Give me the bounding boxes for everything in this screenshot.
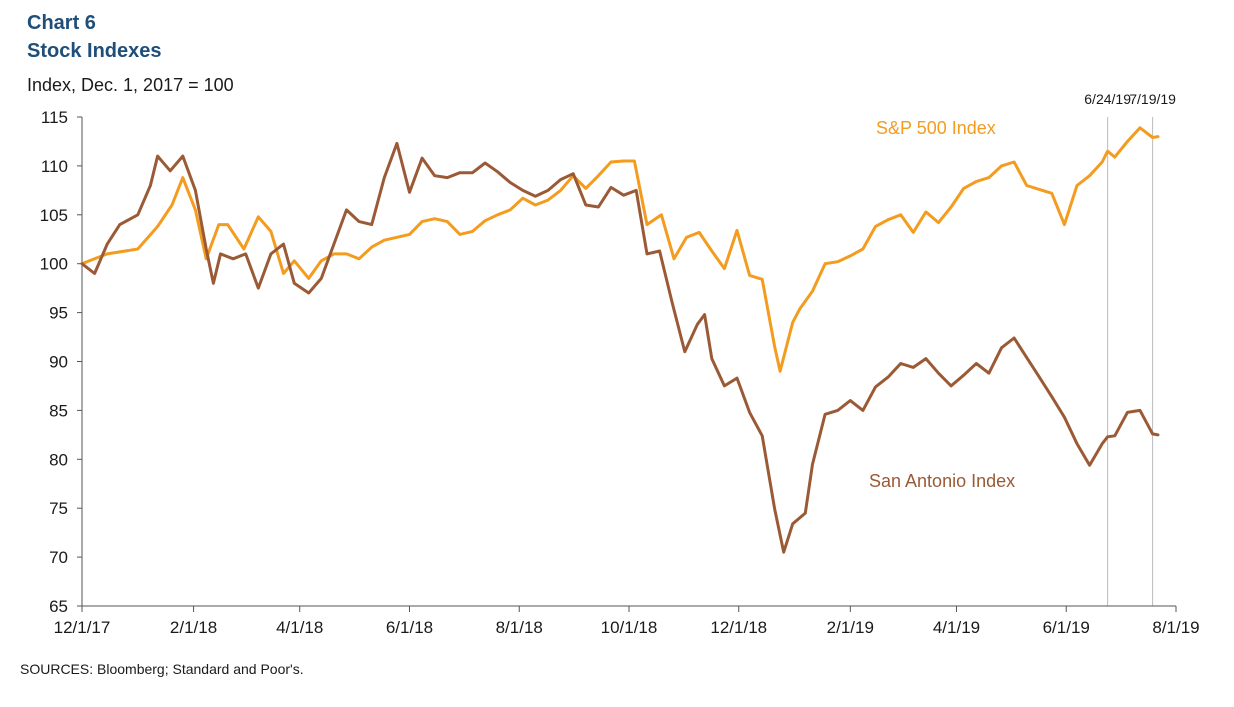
x-tick-label: 8/1/19	[1152, 618, 1199, 637]
y-tick-label: 90	[49, 353, 68, 372]
reference-line-label: 6/24/19	[1084, 91, 1131, 107]
y-tick-label: 80	[49, 450, 68, 469]
x-tick-label: 2/1/19	[827, 618, 874, 637]
chart-subtitle: Stock Indexes	[27, 40, 162, 62]
reference-lines: 6/24/197/19/19	[1084, 91, 1176, 606]
y-tick-label: 100	[40, 255, 68, 274]
series-line-san-antonio	[80, 141, 1160, 554]
y-tick-label: 110	[41, 157, 68, 176]
y-tick-label: 75	[49, 499, 68, 518]
y-tick-label: 65	[49, 597, 68, 616]
x-tick-label: 8/1/18	[496, 618, 543, 637]
x-tick-label: 4/1/18	[276, 618, 323, 637]
x-tick-label: 6/1/19	[1043, 618, 1090, 637]
x-tick-label: 10/1/18	[601, 618, 658, 637]
x-tick-label: 12/1/17	[54, 618, 111, 637]
series-line-sp500	[80, 126, 1160, 373]
y-tick-label: 85	[49, 401, 68, 420]
y-tick-label: 105	[40, 206, 68, 225]
series-layer	[80, 126, 1160, 554]
x-tick-label: 4/1/19	[933, 618, 980, 637]
series-label-san-antonio: San Antonio Index	[869, 471, 1015, 491]
x-tick-label: 6/1/18	[386, 618, 433, 637]
series-label-sp500: S&P 500 Index	[876, 118, 996, 138]
reference-line-label: 7/19/19	[1129, 91, 1176, 107]
axes: 65 70 75 80 85 90 95 100 105 110 115 12/1/17 2/1/18 4…	[40, 108, 1200, 637]
y-tick-label: 115	[41, 108, 68, 127]
y-tick-label: 70	[49, 548, 68, 567]
y-tick-label: 95	[49, 304, 68, 323]
x-tick-label: 2/1/18	[170, 618, 217, 637]
chart-title: Chart 6	[27, 12, 96, 34]
source-note: SOURCES: Bloomberg; Standard and Poor's.	[20, 661, 304, 677]
x-tick-label: 12/1/18	[710, 618, 767, 637]
y-axis-units-label: Index, Dec. 1, 2017 = 100	[27, 75, 234, 95]
